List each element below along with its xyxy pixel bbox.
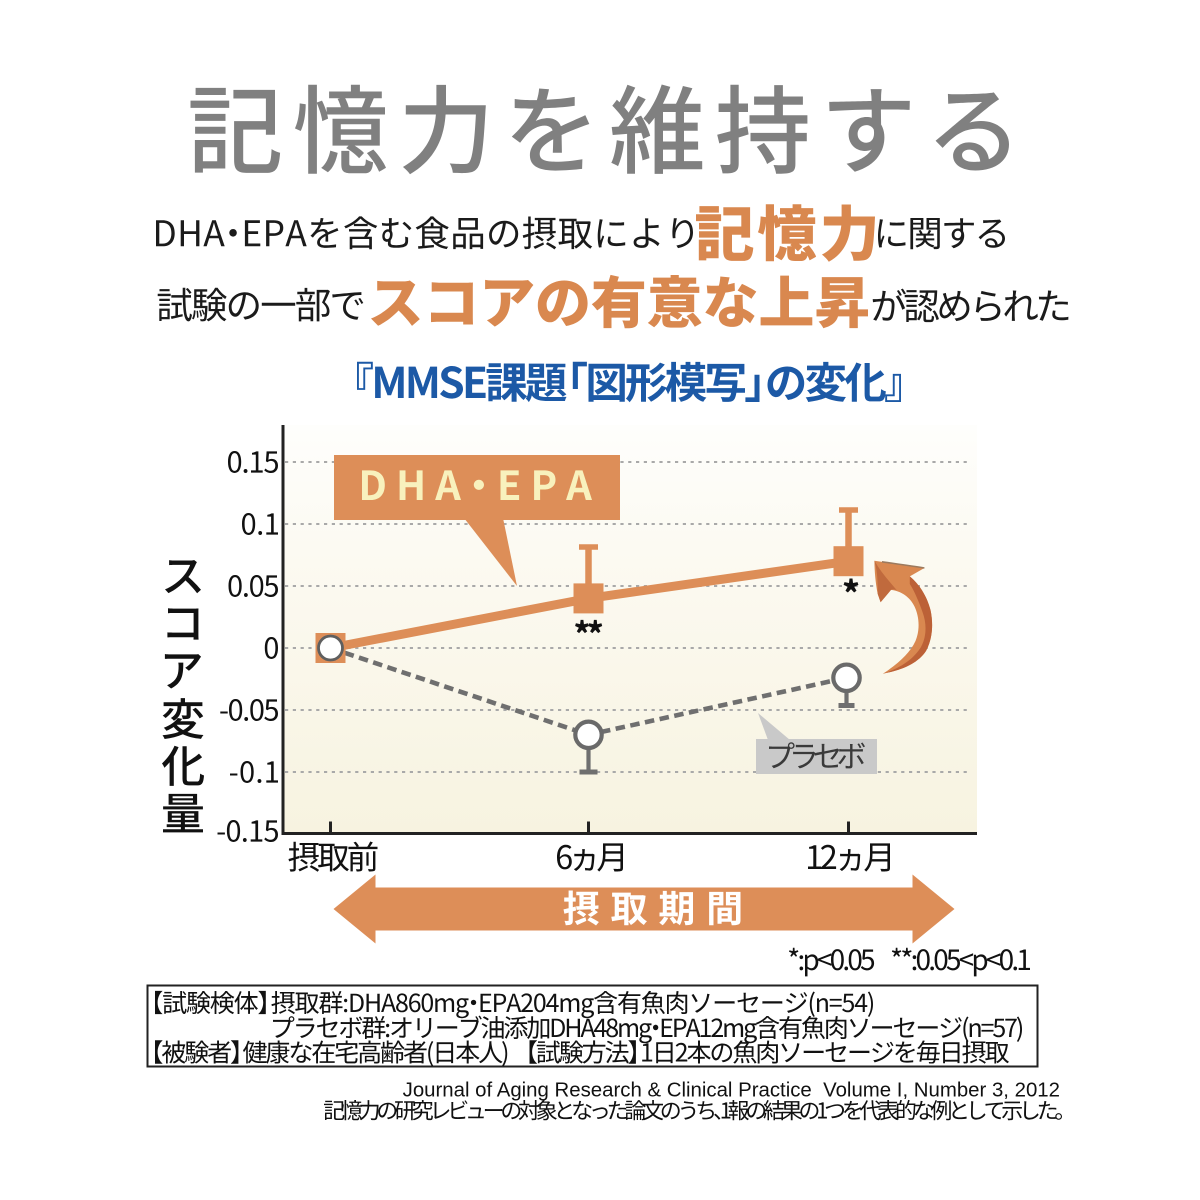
svg-text:Journal of Aging Research & Cl: Journal of Aging Research & Clinical Pra… [403,1080,1060,1102]
